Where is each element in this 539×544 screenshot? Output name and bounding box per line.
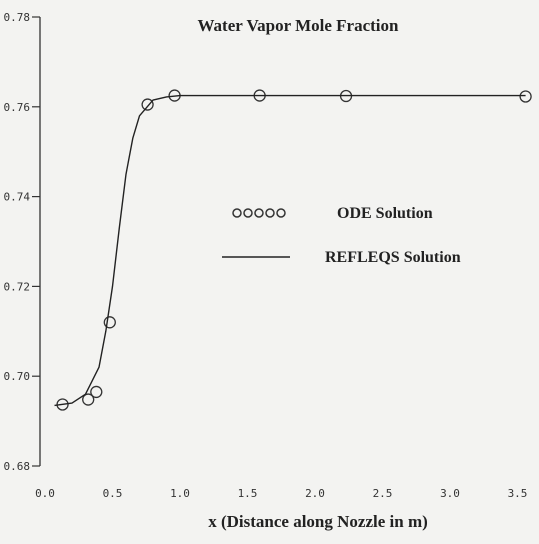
legend-marker: [276, 208, 286, 218]
data-point: [82, 393, 95, 406]
x-tick-label: 2.5: [373, 487, 393, 500]
legend-label: REFLEQS Solution: [325, 249, 461, 266]
x-tick-label: 0.0: [35, 487, 55, 500]
legend-marker: [254, 208, 264, 218]
y-tick-label: 0.76: [4, 101, 31, 114]
y-tick-label: 0.68: [4, 460, 31, 473]
legend-marker: [243, 208, 253, 218]
chart-title: Water Vapor Mole Fraction: [198, 16, 400, 35]
x-tick-label: 0.5: [103, 487, 123, 500]
legend-label: ODE Solution: [337, 205, 433, 222]
y-tick-label: 0.72: [4, 280, 31, 293]
data-line: [54, 94, 526, 407]
x-tick-label: 2.0: [305, 487, 325, 500]
x-tick-label: 1.5: [238, 487, 258, 500]
y-tick-label: 0.78: [4, 11, 31, 24]
x-tick-label: 3.0: [440, 487, 460, 500]
y-tick-label: 0.70: [4, 370, 31, 383]
x-tick-label: 3.5: [508, 487, 528, 500]
data-point: [90, 385, 103, 399]
legend-marker: [232, 208, 242, 218]
data-point: [519, 90, 532, 103]
data-point: [141, 98, 154, 111]
y-tick-label: 0.74: [4, 191, 31, 204]
x-tick-label: 1.0: [170, 487, 190, 500]
x-axis-label: x (Distance along Nozzle in m): [208, 512, 428, 531]
data-point: [103, 316, 116, 329]
legend-marker: [265, 208, 275, 218]
